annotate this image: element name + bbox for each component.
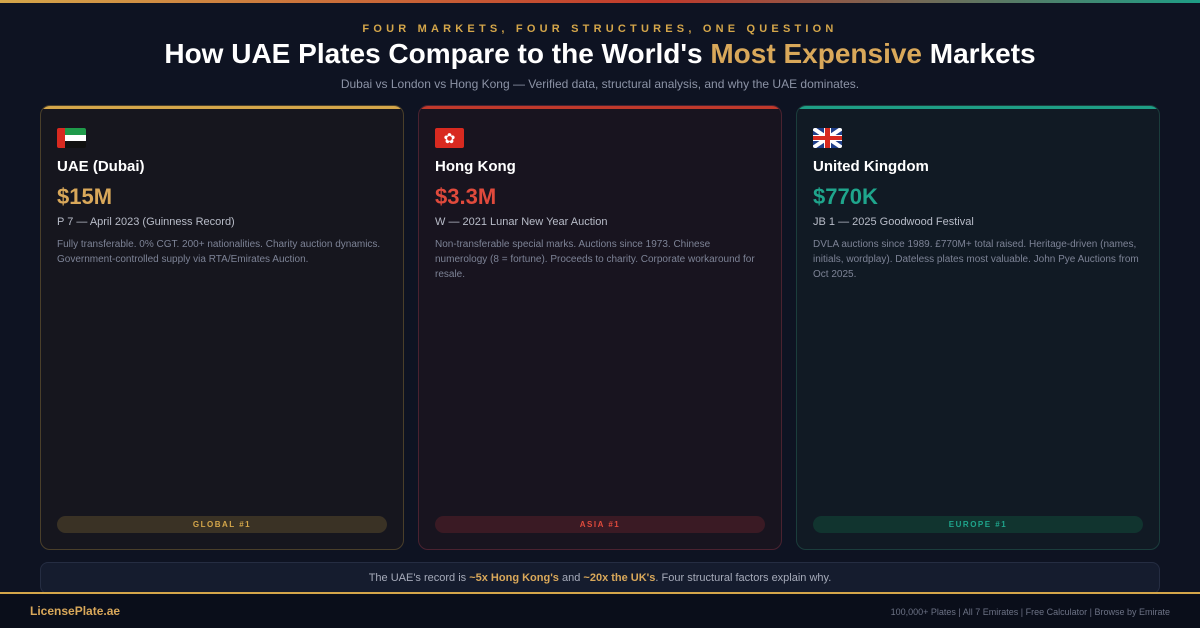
uae-flag-icon: [57, 128, 86, 148]
uk-flag-icon: [813, 128, 842, 148]
summary-post: . Four structural factors explain why.: [655, 572, 832, 584]
card-price: $15M: [57, 184, 113, 209]
summary-highlight-hk: ~5x Hong Kong's: [469, 572, 559, 584]
page-title: How UAE Plates Compare to the World's Mo…: [0, 38, 1200, 70]
card-country: United Kingdom: [813, 158, 929, 175]
top-accent-bar: [0, 0, 1200, 3]
market-card-hong-kong: ✿ Hong Kong $3.3M W — 2021 Lunar New Yea…: [418, 105, 782, 550]
title-accent: Most Expensive: [710, 38, 922, 69]
summary-pre: The UAE's record is: [368, 572, 470, 584]
card-price: $3.3M: [435, 184, 497, 209]
hong-kong-flag-icon: ✿: [435, 128, 464, 148]
card-record: W — 2021 Lunar New Year Auction: [435, 216, 608, 228]
footer-links[interactable]: 100,000+ Plates | All 7 Emirates | Free …: [890, 607, 1170, 617]
rank-badge: GLOBAL #1: [57, 516, 387, 533]
card-country: Hong Kong: [435, 158, 516, 175]
market-card-uae: UAE (Dubai) $15M P 7 — April 2023 (Guinn…: [40, 105, 404, 550]
eyebrow-text: FOUR MARKETS, FOUR STRUCTURES, ONE QUEST…: [362, 23, 838, 35]
card-accent-stripe: [419, 106, 781, 109]
page-subtitle: Dubai vs London vs Hong Kong — Verified …: [340, 77, 860, 91]
card-country: UAE (Dubai): [57, 158, 145, 175]
market-card-uk: United Kingdom $770K JB 1 — 2025 Goodwoo…: [796, 105, 1160, 550]
footer: LicensePlate.ae 100,000+ Plates | All 7 …: [0, 592, 1200, 628]
card-record: P 7 — April 2023 (Guinness Record): [57, 216, 235, 228]
card-description: DVLA auctions since 1989. £770M+ total r…: [813, 239, 1139, 280]
card-price: $770K: [813, 184, 878, 209]
brand-logo-text[interactable]: LicensePlate.ae: [30, 604, 121, 618]
title-post: Markets: [922, 38, 1036, 69]
summary-highlight-uk: ~20x the UK's: [583, 572, 656, 584]
title-pre: How UAE Plates Compare to the World's: [164, 38, 711, 69]
card-accent-stripe: [41, 106, 403, 109]
rank-badge: ASIA #1: [435, 516, 765, 533]
summary-banner: The UAE's record is ~5x Hong Kong's and …: [40, 562, 1160, 594]
summary-mid: and: [558, 572, 584, 584]
card-record: JB 1 — 2025 Goodwood Festival: [813, 216, 974, 228]
card-description: Non-transferable special marks. Auctions…: [435, 239, 755, 280]
card-accent-stripe: [797, 106, 1159, 109]
card-description: Fully transferable. 0% CGT. 200+ nationa…: [57, 239, 381, 265]
rank-badge: EUROPE #1: [813, 516, 1143, 533]
